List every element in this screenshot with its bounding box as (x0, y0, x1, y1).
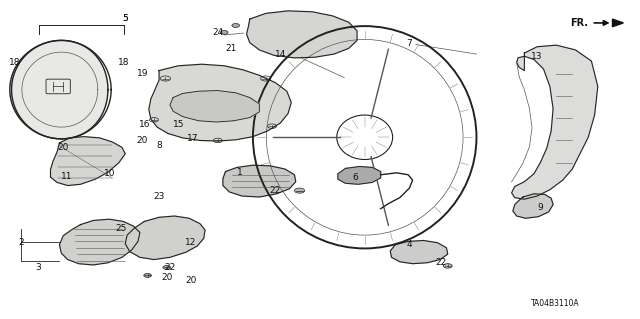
Polygon shape (223, 165, 296, 197)
Polygon shape (10, 41, 108, 139)
Polygon shape (513, 194, 553, 218)
Circle shape (144, 273, 152, 277)
Circle shape (163, 266, 171, 269)
Text: 7: 7 (406, 39, 412, 48)
Text: 12: 12 (186, 238, 196, 247)
Polygon shape (612, 19, 623, 27)
Polygon shape (51, 137, 125, 186)
Text: 22: 22 (164, 263, 175, 272)
Text: 2: 2 (19, 238, 24, 247)
Text: 5: 5 (122, 14, 128, 23)
Text: 15: 15 (172, 120, 184, 129)
Text: 10: 10 (104, 169, 115, 178)
Polygon shape (170, 91, 259, 122)
Text: 20: 20 (161, 272, 172, 281)
Text: 11: 11 (61, 173, 73, 182)
Text: 13: 13 (531, 52, 543, 61)
Text: 24: 24 (212, 28, 223, 37)
Text: 1: 1 (237, 168, 243, 177)
Text: 18: 18 (118, 58, 130, 67)
Polygon shape (125, 216, 205, 260)
Text: 17: 17 (186, 134, 198, 143)
Polygon shape (511, 45, 598, 199)
Text: 20: 20 (137, 136, 148, 145)
Text: 23: 23 (154, 192, 164, 202)
Text: 9: 9 (538, 203, 543, 211)
Polygon shape (60, 219, 140, 265)
Text: 22: 22 (436, 258, 447, 267)
Text: 18: 18 (9, 58, 20, 67)
Polygon shape (338, 167, 381, 184)
Text: 5: 5 (122, 14, 128, 23)
Polygon shape (390, 241, 448, 264)
Circle shape (294, 188, 305, 193)
Text: 3: 3 (35, 263, 40, 272)
Text: 22: 22 (269, 186, 281, 195)
Circle shape (220, 31, 228, 34)
Text: 25: 25 (115, 224, 127, 233)
Circle shape (232, 24, 239, 27)
Text: FR.: FR. (570, 18, 588, 28)
Circle shape (444, 264, 452, 268)
Text: 20: 20 (186, 276, 196, 285)
Text: 19: 19 (137, 69, 148, 78)
Text: 8: 8 (156, 141, 162, 150)
Text: 14: 14 (275, 50, 286, 59)
Text: 20: 20 (58, 143, 69, 152)
Text: TA04B3110A: TA04B3110A (531, 299, 579, 308)
Polygon shape (149, 64, 291, 141)
Text: 16: 16 (140, 120, 151, 129)
Text: 6: 6 (352, 173, 358, 182)
Text: 4: 4 (406, 240, 412, 249)
Polygon shape (246, 11, 357, 58)
Text: 21: 21 (225, 44, 236, 53)
